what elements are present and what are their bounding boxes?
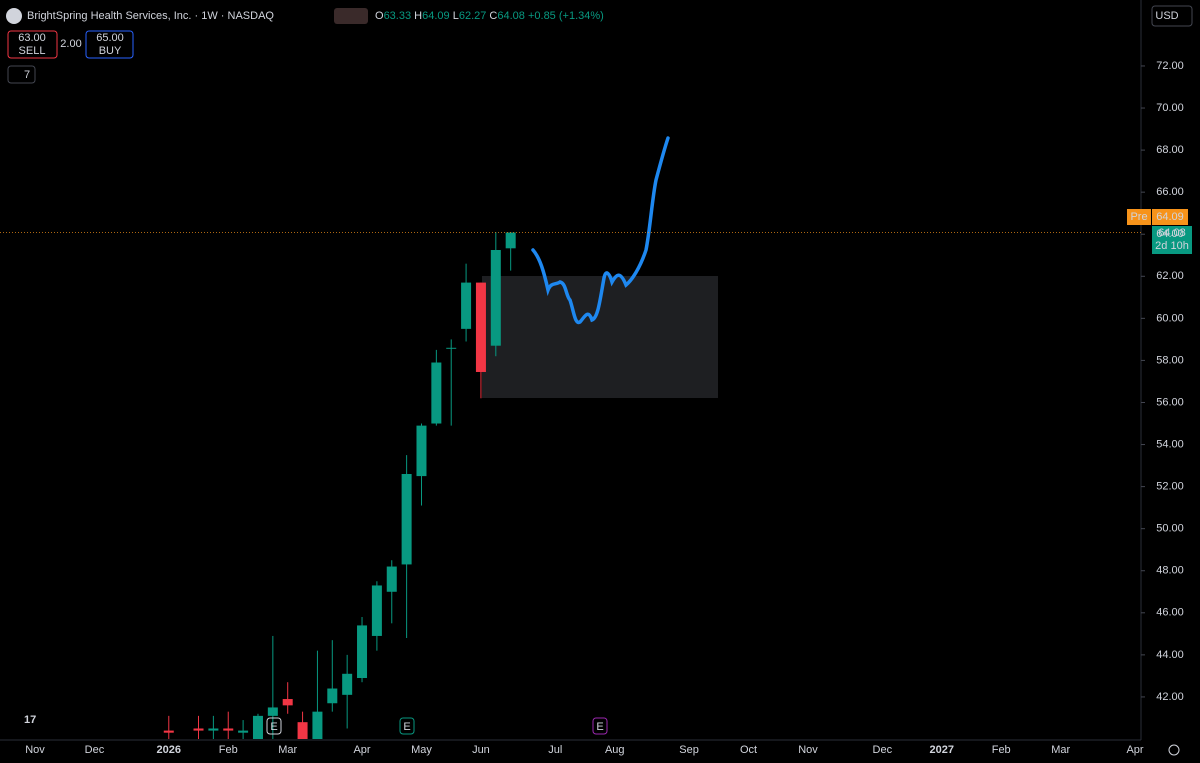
indicators-toggle[interactable] <box>7 65 36 84</box>
sell-label: SELL <box>19 45 46 57</box>
candle-body <box>357 625 368 679</box>
candle-body <box>223 728 234 731</box>
y-tick-label: 62.00 <box>1156 270 1184 282</box>
candle-body <box>252 715 263 739</box>
x-tick-label: Nov <box>798 744 818 756</box>
y-tick-label: 52.00 <box>1156 481 1184 493</box>
candle-body <box>208 728 219 731</box>
x-tick-label: Jul <box>548 744 562 756</box>
candle-body <box>163 730 174 733</box>
candle-body <box>416 425 427 477</box>
x-tick-label: Mar <box>1051 744 1070 756</box>
ohlc-key: C <box>489 10 497 22</box>
ohlc-key: O <box>375 10 384 22</box>
symbol-title: BrightSpring Health Services, Inc. · 1W … <box>27 10 274 22</box>
ohlc-value: 64.08 <box>497 10 525 22</box>
x-tick-label: Oct <box>740 744 757 756</box>
ohlc-key: H <box>414 10 422 22</box>
candle-body <box>342 673 353 695</box>
candle-body <box>475 282 486 372</box>
tv-logo: 17 <box>24 714 36 726</box>
candle-body <box>490 249 501 346</box>
x-tick-label: Dec <box>85 744 105 756</box>
logo <box>6 8 22 24</box>
ohlc-value: 62.27 <box>459 10 487 22</box>
y-tick-label: 68.00 <box>1156 144 1184 156</box>
x-tick-label: Aug <box>605 744 625 756</box>
ohlc-key: L <box>453 10 459 22</box>
y-tick-label: 58.00 <box>1156 354 1184 366</box>
buy-button[interactable] <box>85 30 134 59</box>
y-tick-label: 42.00 <box>1156 691 1184 703</box>
candle-body <box>461 282 472 329</box>
y-tick-label: 48.00 <box>1156 565 1184 577</box>
y-tick-label: 54.00 <box>1156 438 1184 450</box>
sell-price: 63.00 <box>18 32 46 44</box>
candle-body <box>386 566 397 592</box>
spread: 2.00 <box>60 38 81 50</box>
y-tick-label: 72.00 <box>1156 60 1184 72</box>
x-tick-label: 2026 <box>157 744 181 756</box>
currency: USD <box>1155 10 1178 22</box>
indicators-count: 7 <box>24 69 30 81</box>
sell-button[interactable] <box>7 30 58 59</box>
candle-body <box>327 688 338 704</box>
earnings-marker <box>266 717 282 735</box>
pre-price-tag <box>1152 209 1188 225</box>
x-tick-label: Mar <box>278 744 297 756</box>
drawing-annotation <box>531 136 670 325</box>
x-tick-label: Sep <box>679 744 699 756</box>
y-tick-label: 44.00 <box>1156 649 1184 661</box>
last-price: 64.08 <box>1158 227 1186 239</box>
last-price-tag <box>1152 226 1192 254</box>
countdown: 2d 10h <box>1155 240 1189 252</box>
x-tick-label: Jun <box>472 744 490 756</box>
candle-body <box>238 730 249 733</box>
x-tick-label: Nov <box>25 744 45 756</box>
ohlc: O63.33 H64.09 L62.27 C64.08 +0.85 (+1.34… <box>375 10 604 22</box>
candle-body <box>297 722 308 739</box>
candle-body <box>446 347 457 349</box>
earnings-marker <box>592 717 608 735</box>
earnings-label: E <box>270 721 277 733</box>
x-tick-label: Feb <box>992 744 1011 756</box>
x-tick-label: 2027 <box>930 744 954 756</box>
y-tick-label: 70.00 <box>1156 102 1184 114</box>
candle-body <box>401 473 412 565</box>
earnings-marker <box>399 717 415 735</box>
y-tick-label: 64.00 <box>1156 228 1184 240</box>
x-tick-label: Dec <box>873 744 893 756</box>
currency-button[interactable] <box>1151 5 1193 27</box>
x-tick-label: Feb <box>219 744 238 756</box>
buy-label: BUY <box>99 45 122 57</box>
candle-body <box>371 585 382 636</box>
candle-body <box>282 699 293 706</box>
candle-body <box>312 711 323 739</box>
candle-body <box>431 362 442 424</box>
change: +0.85 (+1.34%) <box>528 10 604 22</box>
pre-tag <box>1127 209 1151 225</box>
earnings-label: E <box>596 721 603 733</box>
ohlc-value: 63.33 <box>384 10 412 22</box>
x-tick-label: May <box>411 744 432 756</box>
settings-icon[interactable] <box>1168 744 1180 756</box>
candle-body <box>193 728 204 731</box>
candle-body <box>267 707 278 716</box>
ohlc-value: 64.09 <box>422 10 450 22</box>
earnings-label: E <box>403 721 410 733</box>
x-tick-label: Apr <box>1126 744 1143 756</box>
candle-body <box>505 232 516 249</box>
y-tick-label: 46.00 <box>1156 607 1184 619</box>
y-tick-label: 50.00 <box>1156 523 1184 535</box>
y-tick-label: 66.00 <box>1156 186 1184 198</box>
status-icons[interactable] <box>334 8 368 24</box>
y-tick-label: 60.00 <box>1156 312 1184 324</box>
pre-label: Pre <box>1130 211 1147 223</box>
x-tick-label: Apr <box>353 744 370 756</box>
pre-price: 64.09 <box>1156 211 1184 223</box>
buy-price: 65.00 <box>96 32 124 44</box>
y-tick-label: 56.00 <box>1156 396 1184 408</box>
